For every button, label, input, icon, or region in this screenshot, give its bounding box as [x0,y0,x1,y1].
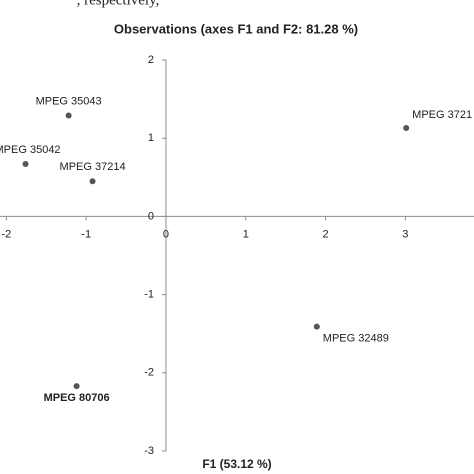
y-tick-label: -1 [144,289,154,301]
x-tick-label: 2 [323,228,329,240]
x-tick-label: 1 [243,228,249,240]
y-tick-label: -2 [144,367,154,379]
x-axis-label: F1 (53.12 %) [202,457,271,471]
x-tick-label: -1 [81,228,91,240]
point-label: MPEG 80706 [44,392,110,404]
point [22,161,29,168]
point-label: MPEG 35043 [36,95,102,107]
x-tick-label: -2 [1,228,11,240]
point-label: MPEG 37214 [60,161,126,173]
point-label: MPEG 3721 [412,109,472,121]
y-tick-label: 1 [148,132,154,144]
point [73,383,80,390]
point [65,112,72,119]
y-tick-label: 2 [148,54,154,66]
y-tick-label: -3 [144,445,154,457]
x-tick-label: 3 [402,228,408,240]
chart-title: Observations (axes F1 and F2: 81.28 %) [114,21,358,36]
point [403,125,410,132]
x-tick-label: 0 [163,228,169,240]
point [313,323,320,330]
y-tick-label: 0 [148,210,154,222]
caption-fragment: , respectively, [77,0,160,8]
point-label: MPEG 32489 [323,333,389,345]
point-label: MPEG 35042 [0,144,61,156]
point [89,178,96,185]
